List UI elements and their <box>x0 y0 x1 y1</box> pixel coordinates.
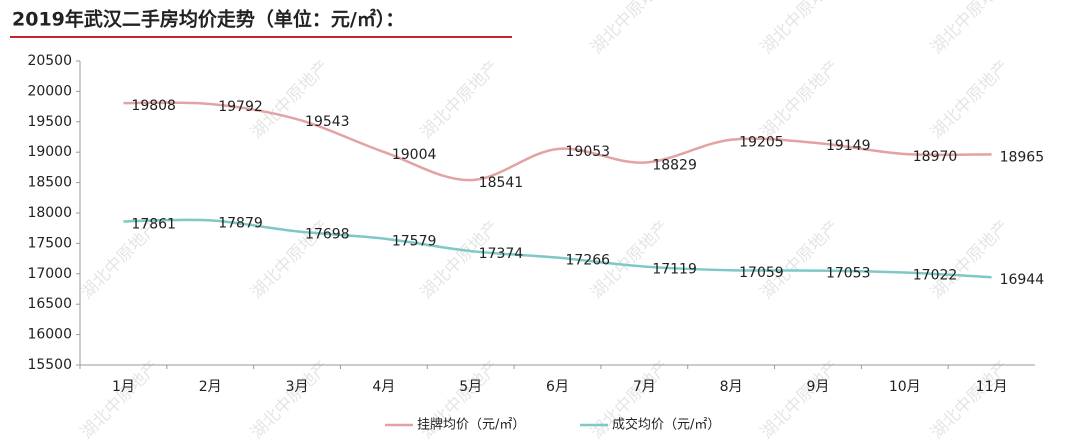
watermark: 湖北中原地产 <box>927 357 1013 441</box>
data-label: 17266 <box>566 253 611 269</box>
data-label: 19808 <box>131 98 176 114</box>
data-label: 17374 <box>479 246 524 262</box>
y-tick-label: 17500 <box>27 235 72 251</box>
x-tick-label: 11月 <box>976 379 1008 395</box>
y-tick-label: 18500 <box>27 175 72 191</box>
x-tick-label: 1月 <box>112 379 135 395</box>
y-tick-label: 19000 <box>27 144 72 160</box>
x-tick-label: 9月 <box>806 379 829 395</box>
data-label: 19792 <box>218 99 263 115</box>
y-tick-label: 20000 <box>27 83 72 99</box>
data-label: 19149 <box>826 138 871 154</box>
data-label: 19543 <box>305 114 350 130</box>
series-line <box>123 218 992 279</box>
data-label: 19004 <box>392 147 437 163</box>
data-label: 19053 <box>566 144 611 160</box>
y-tick-label: 20500 <box>27 53 72 69</box>
watermark: 湖北中原地产 <box>927 217 1013 303</box>
x-tick-label: 5月 <box>459 379 482 395</box>
data-label: 19205 <box>739 135 784 151</box>
legend-label: 挂牌均价（元/㎡） <box>417 417 525 433</box>
watermark: 湖北中原地产 <box>77 357 163 441</box>
data-label: 17059 <box>739 265 784 281</box>
x-tick-label: 7月 <box>633 379 656 395</box>
watermark: 湖北中原地产 <box>417 57 503 143</box>
x-tick-label: 6月 <box>546 379 569 395</box>
chart-title: 2019年武汉二手房均价走势（单位：元/㎡）： <box>12 8 404 31</box>
data-label: 16944 <box>1000 272 1045 288</box>
data-label: 17053 <box>826 266 871 282</box>
x-tick-label: 3月 <box>286 379 309 395</box>
y-tick-label: 17000 <box>27 266 72 282</box>
y-tick-label: 15500 <box>27 357 72 373</box>
watermark: 湖北中原地产 <box>757 57 843 143</box>
data-label: 17698 <box>305 226 350 242</box>
x-tick-label: 2月 <box>199 379 222 395</box>
data-label: 17579 <box>392 234 437 250</box>
watermark: 湖北中原地产 <box>757 217 843 303</box>
data-label: 17022 <box>913 267 958 283</box>
watermark: 湖北中原地产 <box>927 57 1013 143</box>
series-line <box>123 101 992 182</box>
x-tick-label: 10月 <box>889 379 921 395</box>
data-label: 17119 <box>652 262 697 278</box>
data-label: 18965 <box>1000 149 1045 165</box>
y-tick-label: 18000 <box>27 205 72 221</box>
y-tick-label: 16500 <box>27 296 72 312</box>
y-tick-label: 19500 <box>27 114 72 130</box>
x-tick-label: 8月 <box>720 379 743 395</box>
data-label: 17861 <box>131 216 176 232</box>
watermark: 湖北中原地产 <box>927 0 1013 58</box>
y-tick-label: 16000 <box>27 327 72 343</box>
watermark: 湖北中原地产 <box>757 0 843 58</box>
data-label: 17879 <box>218 215 263 231</box>
data-label: 18970 <box>913 149 958 165</box>
data-label: 18541 <box>479 175 524 191</box>
legend-label: 成交均价（元/㎡） <box>612 417 720 433</box>
watermark: 湖北中原地产 <box>757 357 843 441</box>
watermark: 湖北中原地产 <box>587 0 673 58</box>
x-tick-label: 4月 <box>372 379 395 395</box>
watermark: 湖北中原地产 <box>247 357 333 441</box>
data-label: 18829 <box>652 158 697 174</box>
